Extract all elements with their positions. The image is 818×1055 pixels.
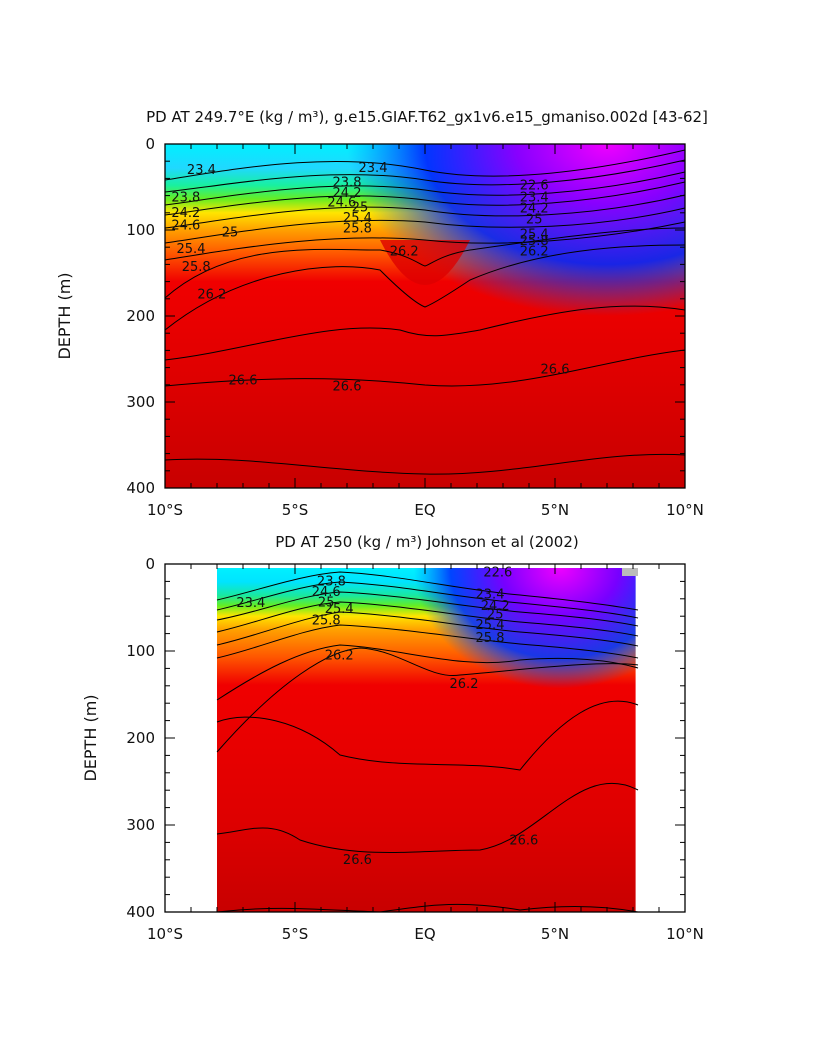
- contour-label: 23.4: [520, 190, 549, 205]
- y-tick-label: 200: [126, 729, 155, 747]
- y-tick-label: 100: [126, 221, 155, 239]
- chart-title: PD AT 250 (kg / m³) Johnson et al (2002): [275, 533, 578, 551]
- contour-label: 24.6: [312, 585, 341, 600]
- contour-label: 23.8: [317, 574, 346, 589]
- contour-label: 24.2: [171, 206, 200, 221]
- x-axis: 10°S 5°S EQ 5°N 10°N: [147, 144, 704, 519]
- contour-label: 26.2: [390, 245, 419, 260]
- contour-label: 26.2: [197, 288, 226, 303]
- y-axis-label: DEPTH (m): [55, 272, 74, 359]
- contour-label: 23.8: [171, 190, 200, 205]
- y-tick-label: 300: [126, 393, 155, 411]
- contour-label: 26.6: [343, 853, 372, 868]
- contour-label: 25: [222, 226, 239, 241]
- plot-area: [164, 563, 686, 913]
- contour-label: 22.6: [483, 566, 512, 581]
- contour-label: 22.6: [520, 178, 549, 193]
- x-tick-label: 10°S: [147, 501, 183, 519]
- contour-label: 26.2: [450, 677, 479, 692]
- contour-label: 25.8: [182, 260, 211, 275]
- contour-label: 24.6: [171, 219, 200, 234]
- panel-observations: PD AT 250 (kg / m³) Johnson et al (2002): [81, 533, 704, 943]
- y-tick-label: 100: [126, 642, 155, 660]
- y-tick-label: 300: [126, 816, 155, 834]
- contour-label: 25: [487, 607, 504, 622]
- plot-area: [164, 143, 686, 489]
- contour-label: 25.4: [476, 618, 505, 633]
- contour-label: 23.4: [476, 587, 505, 602]
- y-tick-label: 400: [126, 903, 155, 921]
- contour-label: 24.2: [481, 599, 510, 614]
- x-tick-label: 10°S: [147, 925, 183, 943]
- warm-pool-shading: [217, 568, 636, 912]
- contour-label: 23.4: [187, 163, 216, 178]
- y-tick-label: 200: [126, 307, 155, 325]
- contour-label: 25.4: [325, 602, 354, 617]
- contour-label: 23.8: [333, 176, 362, 191]
- y-axis: 0 100 200 300 400: [126, 555, 685, 921]
- warm-pool-shading: [165, 144, 685, 488]
- panel-model: PD AT 249.7°E (kg / m³), g.e15.GIAF.T62_…: [55, 108, 708, 519]
- y-tick-label: 400: [126, 479, 155, 497]
- contour-label: 26.2: [325, 648, 354, 663]
- contour-label: 25.4: [520, 227, 549, 242]
- x-tick-label: EQ: [414, 925, 435, 943]
- y-tick-label: 0: [145, 135, 155, 153]
- y-axis-label: DEPTH (m): [81, 694, 100, 781]
- contour-label: 25.8: [343, 221, 372, 236]
- contour-label: 23.4: [236, 596, 265, 611]
- contour-label: 25.4: [343, 211, 372, 226]
- contour-label: 26.6: [509, 834, 538, 849]
- contour-label: 26.6: [333, 380, 362, 395]
- contour-label: 24.2: [520, 202, 549, 217]
- contour-labels: 23.423.824.62525.425.826.222.623.424.225…: [236, 566, 538, 868]
- contour-label: 25: [318, 595, 335, 610]
- x-tick-label: 5°S: [282, 925, 309, 943]
- contour-label: 26.6: [229, 374, 258, 389]
- missing-data-patch: [622, 568, 638, 576]
- y-axis: 0 100 200 300 400: [126, 135, 685, 497]
- x-tick-label: EQ: [414, 501, 435, 519]
- contour-label: 25.4: [177, 242, 206, 257]
- x-tick-label: 5°N: [541, 501, 569, 519]
- equatorial-dip: [380, 240, 470, 285]
- x-tick-label: 10°N: [666, 925, 704, 943]
- x-tick-label: 5°N: [541, 925, 569, 943]
- contour-label: 23.4: [359, 161, 388, 176]
- contour-label: 25.8: [476, 631, 505, 646]
- y-tick-label: 0: [145, 555, 155, 573]
- contour-label: 26.2: [520, 245, 549, 260]
- contour-lines: [164, 149, 686, 475]
- x-tick-label: 10°N: [666, 501, 704, 519]
- chart-title: PD AT 249.7°E (kg / m³), g.e15.GIAF.T62_…: [146, 108, 708, 127]
- contour-label: 25: [526, 213, 543, 228]
- contour-label: 25.8: [520, 234, 549, 249]
- contour-label: 25.8: [312, 614, 341, 629]
- contour-label: 25: [352, 201, 369, 216]
- contour-label: 24.2: [333, 186, 362, 201]
- contour-label: 24.6: [327, 195, 356, 210]
- x-tick-label: 5°S: [282, 501, 309, 519]
- contour-label: 26.6: [541, 362, 570, 377]
- x-axis: 10°S 5°S EQ 5°N 10°N: [147, 564, 704, 943]
- contour-lines: [216, 571, 639, 913]
- contour-labels: 23.4 23.423.823.824.224.224.624.6252525.4…: [171, 161, 569, 394]
